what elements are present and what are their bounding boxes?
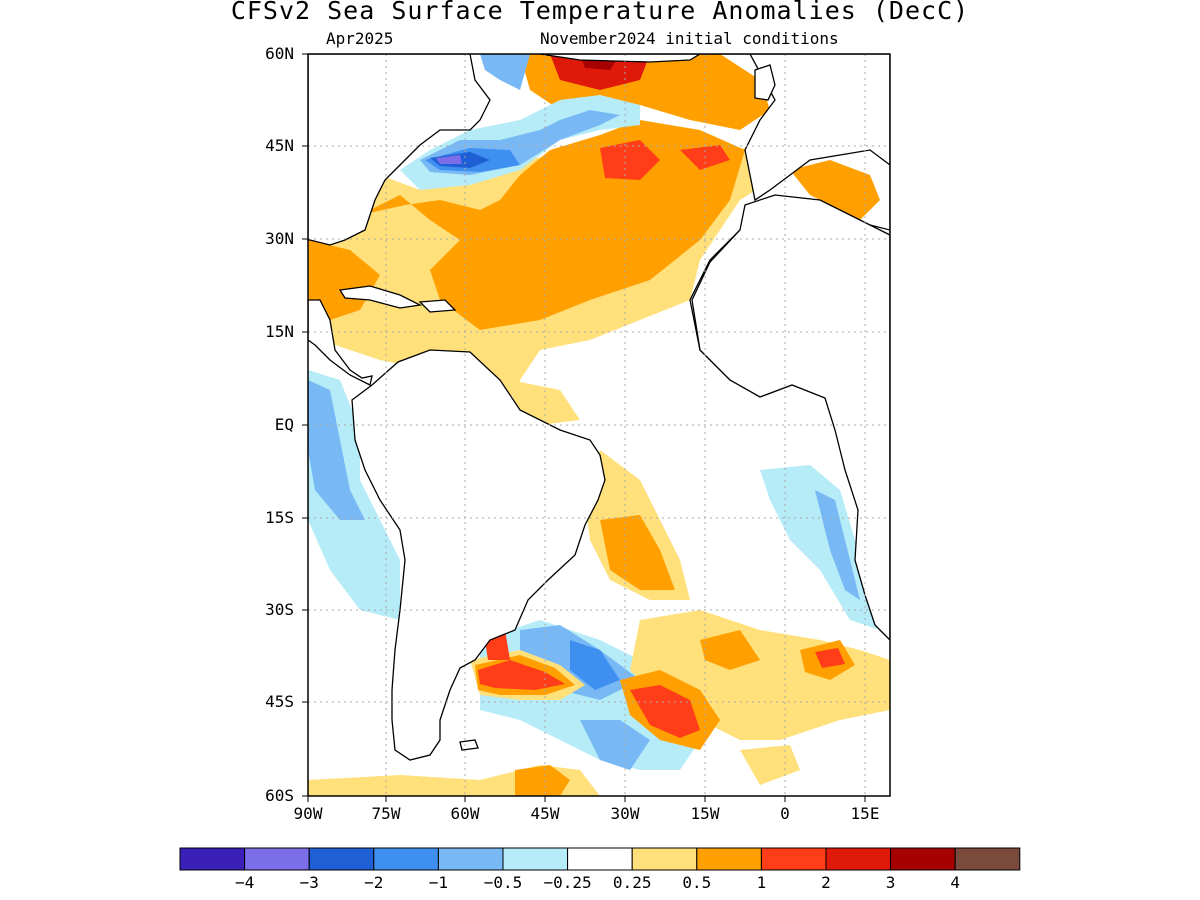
anomaly-benguela-blue xyxy=(815,490,860,600)
lat-label-60n: 60N xyxy=(265,44,294,63)
lat-label-45n: 45N xyxy=(265,136,294,155)
south-america-land xyxy=(351,349,606,761)
map-panel xyxy=(308,54,890,796)
anomaly-sam-midblue xyxy=(570,640,620,690)
lon-label-45w: 45W xyxy=(530,804,560,823)
anomaly-na-orange xyxy=(360,120,745,330)
lon-label-90w: 90W xyxy=(293,804,323,823)
north-america-land xyxy=(308,54,491,246)
anomaly-sas-red xyxy=(630,685,700,738)
colorbar xyxy=(179,847,1021,871)
colorbar-swatch xyxy=(179,847,246,871)
anomaly-na-red-1 xyxy=(600,140,660,180)
anomaly-north-cold xyxy=(480,54,530,90)
colorbar-swatch xyxy=(373,847,439,871)
anomaly-pacific-blue xyxy=(308,380,365,520)
colorbar-label: 4 xyxy=(950,873,961,892)
central-america-land xyxy=(308,299,373,386)
lat-label-30n: 30N xyxy=(265,229,294,248)
anomaly-south-orange xyxy=(515,765,570,796)
colorbar-label: −0.5 xyxy=(483,873,523,892)
falklands-island xyxy=(459,739,479,751)
cuba-island xyxy=(338,285,423,309)
anomaly-fields xyxy=(308,54,890,796)
colorbar-label: 0.25 xyxy=(612,873,652,892)
lon-label-15w: 15W xyxy=(690,804,720,823)
colorbar-swatch xyxy=(890,847,956,871)
lon-label-75w: 75W xyxy=(371,804,401,823)
anomaly-med-orange xyxy=(790,160,880,220)
land-masses xyxy=(308,54,890,761)
lon-label-30w: 30W xyxy=(610,804,640,823)
colorbar-label: −4 xyxy=(234,873,255,892)
anomaly-sas-red-2 xyxy=(815,648,845,668)
greenland-land xyxy=(539,54,702,63)
colorbar-swatch xyxy=(244,847,310,871)
colorbar-swatch xyxy=(437,847,504,871)
anomaly-sam-blue-2 xyxy=(580,720,650,770)
axis-ticks xyxy=(302,53,866,802)
lon-label-15e: 15E xyxy=(850,804,880,823)
lon-label-60w: 60W xyxy=(450,804,480,823)
colorbar-swatch xyxy=(954,847,1021,871)
anomaly-nwa-purple xyxy=(436,155,462,164)
colorbar-label: 2 xyxy=(821,873,831,892)
colorbar-swatch xyxy=(567,847,633,871)
lat-label-30s: 30S xyxy=(265,600,294,619)
map-title: CFSv2 Sea Surface Temperature Anomalies … xyxy=(230,0,970,25)
colorbar-swatch xyxy=(760,847,827,871)
colorbar-label: 1 xyxy=(756,873,767,892)
africa-west-land xyxy=(691,194,890,641)
lat-label-15n: 15N xyxy=(265,322,294,341)
colorbar-label: −0.25 xyxy=(543,873,592,892)
anomaly-arg-red xyxy=(478,660,565,690)
lat-label-15s: 15S xyxy=(265,508,294,527)
valid-month-label: Apr2025 xyxy=(326,29,394,48)
colorbar-swatch xyxy=(631,847,698,871)
lat-label-eq: EQ xyxy=(274,415,294,434)
lat-label-45s: 45S xyxy=(265,692,294,711)
colorbar-label: 0.5 xyxy=(682,873,712,892)
lat-label-60s: 60S xyxy=(265,786,294,805)
uk-island xyxy=(754,64,776,101)
anomaly-sas-orange-2 xyxy=(700,630,760,670)
colorbar-label: −1 xyxy=(428,873,449,892)
colorbar-swatch xyxy=(825,847,892,871)
anomaly-north-red xyxy=(550,54,650,90)
colorbar-swatch xyxy=(308,847,375,871)
colorbar-swatch xyxy=(502,847,569,871)
colorbar-label: 3 xyxy=(885,873,896,892)
colorbar-label: −3 xyxy=(299,873,319,892)
colorbar-swatch xyxy=(696,847,762,871)
lon-label-0: 0 xyxy=(780,804,790,823)
europe-land xyxy=(744,54,890,202)
colorbar-label: −2 xyxy=(364,873,384,892)
graticule xyxy=(308,54,890,796)
anomaly-sa-orange xyxy=(600,515,675,590)
hispaniola-island xyxy=(418,299,457,313)
initial-conditions-label: November2024 initial conditions xyxy=(540,29,839,48)
